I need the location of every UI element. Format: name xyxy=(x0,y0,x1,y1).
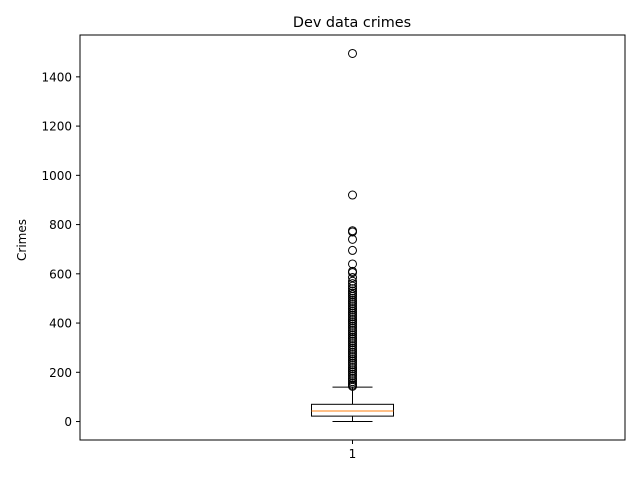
y-tick-label: 1400 xyxy=(41,70,72,84)
y-tick-label: 400 xyxy=(49,317,72,331)
outlier-point xyxy=(348,234,357,244)
outlier-point xyxy=(348,279,357,289)
iqr-box xyxy=(311,403,394,417)
x-tick-label: 1 xyxy=(349,447,357,461)
y-tick-label: 0 xyxy=(64,415,72,429)
y-tick-label: 800 xyxy=(49,218,72,232)
outlier-point xyxy=(348,190,357,200)
y-tick-label: 200 xyxy=(49,366,72,380)
outlier-point xyxy=(348,381,357,391)
y-tick-label: 1200 xyxy=(41,120,72,134)
outlier-point xyxy=(348,281,357,291)
outlier-point xyxy=(348,48,357,58)
y-axis-label: Crimes xyxy=(15,219,29,261)
outlier-point xyxy=(348,273,357,283)
y-tick-label: 600 xyxy=(49,267,72,281)
outlier-point xyxy=(348,259,357,269)
outlier-point xyxy=(348,227,357,237)
outlier-point xyxy=(348,268,357,278)
chart-title: Dev data crimes xyxy=(293,15,411,31)
plot-area: 0 200 400 600 800 1000 1200 1400 1 xyxy=(41,34,626,461)
outlier-point xyxy=(348,276,357,286)
outlier-point xyxy=(348,245,357,255)
y-tick-label: 1000 xyxy=(41,169,72,183)
